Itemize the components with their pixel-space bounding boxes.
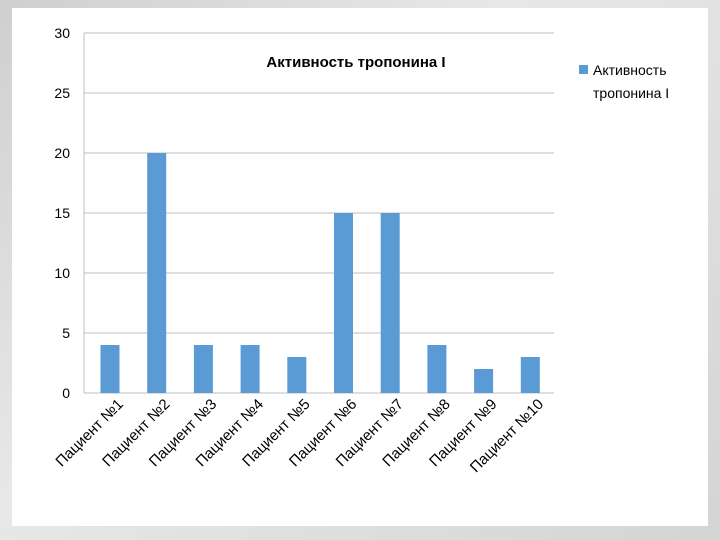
y-tick-label: 25 (54, 85, 70, 101)
legend-line-2: тропонина I (593, 85, 669, 101)
slide (12, 8, 708, 526)
bar (427, 345, 447, 393)
y-tick-label: 0 (62, 385, 70, 401)
y-tick-label: 30 (54, 25, 70, 41)
bar (193, 345, 213, 393)
y-tick-label: 15 (54, 205, 70, 221)
y-tick-label: 10 (54, 265, 70, 281)
legend: Активность тропонина I (579, 62, 669, 101)
y-axis-ticks: 0 5 10 15 20 25 30 (54, 25, 70, 401)
bar (380, 213, 400, 393)
bar (240, 345, 260, 393)
bar (287, 357, 307, 393)
y-tick-label: 20 (54, 145, 70, 161)
legend-swatch (579, 65, 588, 74)
bar (520, 357, 540, 393)
y-tick-label: 5 (62, 325, 70, 341)
legend-line-1: Активность (593, 62, 667, 78)
bar (474, 369, 494, 393)
bar (100, 345, 120, 393)
bar (147, 153, 167, 393)
bars (100, 153, 540, 393)
bar (334, 213, 353, 393)
chart-title: Активность тропонина I (266, 54, 445, 71)
